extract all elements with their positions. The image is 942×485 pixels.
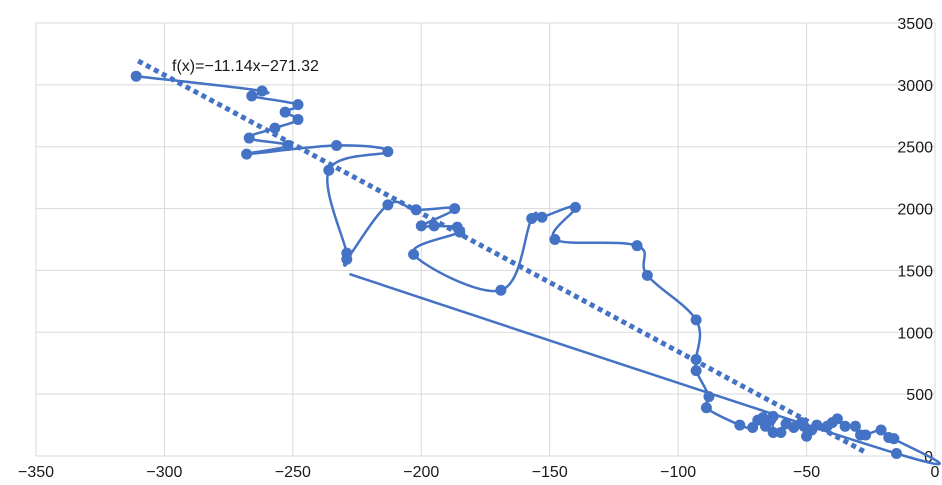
data-point xyxy=(831,413,843,425)
data-point xyxy=(641,269,653,281)
x-tick-label: −250 xyxy=(275,464,311,481)
data-point xyxy=(526,212,538,224)
data-point xyxy=(408,248,420,260)
data-point xyxy=(890,448,902,460)
data-point xyxy=(860,429,872,441)
trendline xyxy=(136,58,867,455)
data-point xyxy=(449,203,461,215)
data-point xyxy=(382,146,394,158)
x-tick-label: −50 xyxy=(793,464,820,481)
data-point xyxy=(734,419,746,431)
data-point xyxy=(454,226,466,238)
x-tick-label: −100 xyxy=(660,464,696,481)
x-axis-ticks: −350 −300 −250 −200 −150 −100 −50 0 xyxy=(18,464,940,481)
data-point xyxy=(569,201,581,213)
data-point xyxy=(703,391,715,403)
data-point xyxy=(631,240,643,252)
data-point xyxy=(292,113,304,125)
data-point xyxy=(410,204,422,216)
x-tick-label: −150 xyxy=(532,464,568,481)
data-point xyxy=(282,139,294,151)
data-point xyxy=(243,132,255,144)
data-point xyxy=(690,365,702,377)
data-point xyxy=(875,424,887,436)
trendline-equation-label: f(x)=−11.14x−271.32 xyxy=(172,58,319,75)
grid-lines xyxy=(35,22,936,457)
data-point xyxy=(849,420,861,432)
y-tick-label: 2500 xyxy=(897,140,933,157)
data-point xyxy=(428,220,440,232)
data-point xyxy=(415,220,427,232)
data-point xyxy=(549,234,561,245)
data-point xyxy=(241,148,253,160)
trendline-layer xyxy=(136,58,867,455)
x-tick-label: −300 xyxy=(146,464,182,481)
data-point xyxy=(536,211,548,223)
data-point xyxy=(323,164,335,176)
series-layer xyxy=(130,70,941,466)
data-point xyxy=(269,122,281,134)
y-tick-label: 3500 xyxy=(897,16,933,33)
data-point xyxy=(130,70,142,82)
data-point xyxy=(690,354,702,366)
data-point xyxy=(767,410,779,422)
data-point xyxy=(495,284,507,296)
data-point xyxy=(256,85,268,97)
x-tick-label: −200 xyxy=(403,464,439,481)
data-point xyxy=(341,253,353,265)
y-tick-label: 1000 xyxy=(897,325,933,342)
data-point xyxy=(811,419,823,431)
y-tick-label: 3000 xyxy=(897,78,933,95)
y-tick-label: 2000 xyxy=(897,202,933,219)
data-point xyxy=(279,106,291,118)
data-point xyxy=(888,433,900,445)
data-point xyxy=(292,99,304,111)
data-point xyxy=(382,199,394,211)
x-tick-label: 0 xyxy=(931,464,940,481)
data-point xyxy=(775,426,787,438)
data-point xyxy=(331,139,343,151)
y-tick-label: 500 xyxy=(906,387,933,404)
data-point xyxy=(839,420,851,432)
data-point xyxy=(246,90,258,102)
data-point xyxy=(700,402,712,414)
data-point xyxy=(690,314,702,326)
data-point xyxy=(767,426,779,438)
x-tick-label: −350 xyxy=(18,464,54,481)
y-tick-label: 1500 xyxy=(897,263,933,280)
